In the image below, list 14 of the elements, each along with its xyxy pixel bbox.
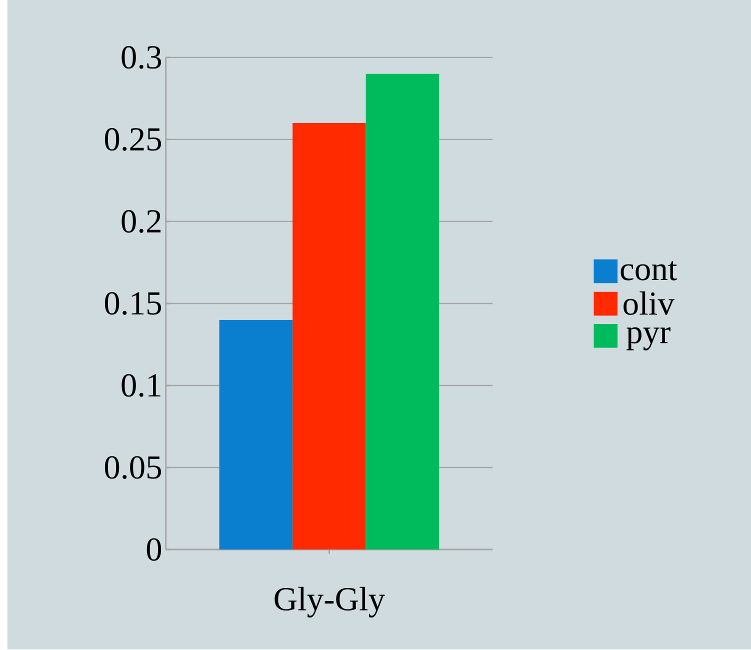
- y-tick-label: 0: [146, 538, 162, 562]
- y-tick-label: 0.1: [122, 374, 160, 398]
- legend-label: cont: [620, 261, 678, 281]
- y-tick-label: 0.05: [104, 456, 162, 480]
- y-tick-label: 0.2: [122, 210, 160, 234]
- y-tick-label: 0.25: [104, 128, 162, 152]
- bar: [219, 320, 293, 550]
- legend-label: pyr: [626, 328, 670, 351]
- bar: [366, 74, 440, 550]
- legend-label: oliv: [624, 292, 674, 316]
- bar: [292, 123, 366, 550]
- y-tick-label: 0.15: [104, 292, 162, 316]
- x-tick-label: Gly-Gly: [274, 587, 385, 618]
- y-tick-label: 0.3: [122, 46, 162, 70]
